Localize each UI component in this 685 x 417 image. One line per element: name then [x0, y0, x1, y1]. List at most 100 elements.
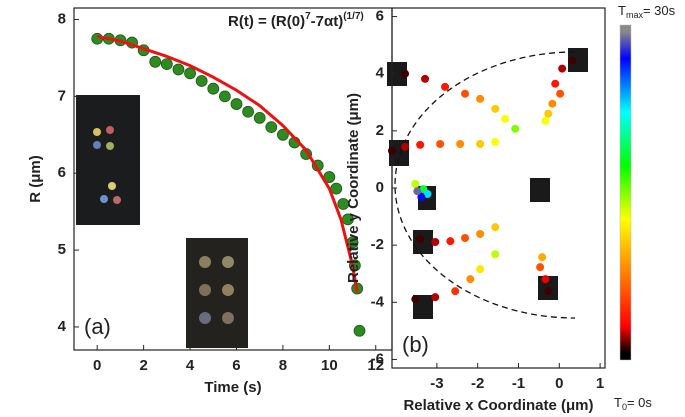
colorbar-label: T0= 0s — [614, 395, 652, 412]
point — [558, 64, 567, 73]
point — [544, 109, 553, 118]
point — [411, 295, 420, 304]
y-tick-label: 4 — [376, 65, 385, 82]
point — [417, 193, 426, 202]
formula-part: 7 — [305, 11, 311, 22]
point — [491, 223, 500, 232]
y-tick-label: -2 — [371, 236, 384, 253]
point — [436, 140, 445, 148]
point — [476, 94, 485, 103]
point — [491, 138, 500, 146]
point — [253, 112, 266, 124]
y-tick-label: 4 — [58, 318, 67, 335]
x-tick-label: 6 — [232, 357, 240, 374]
point — [556, 89, 565, 98]
colorbar-label-part: = 0s — [627, 395, 652, 410]
point — [172, 63, 185, 76]
point — [568, 56, 577, 65]
point — [149, 55, 162, 68]
colorbar-label-part: = 30s — [643, 3, 676, 18]
y-tick-label: 2 — [376, 122, 384, 139]
point — [541, 275, 550, 284]
point — [548, 99, 557, 108]
point — [431, 293, 440, 302]
point — [265, 121, 278, 134]
point — [461, 234, 470, 242]
point — [466, 275, 475, 284]
x-tick-label: 8 — [279, 357, 287, 374]
point — [207, 82, 220, 95]
point — [337, 198, 350, 210]
y-tick-label: 6 — [58, 164, 66, 181]
point — [476, 140, 485, 148]
x-tick-label: -1 — [512, 375, 525, 392]
panel-label: (a) — [84, 314, 111, 339]
y-tick-label: 0 — [376, 179, 384, 196]
point — [476, 265, 485, 274]
point — [491, 104, 500, 113]
point — [491, 250, 500, 259]
x-tick-label: -2 — [471, 375, 484, 392]
colorbar-label-part: 0 — [622, 402, 627, 412]
point — [411, 180, 420, 188]
x-tick-label: 1 — [596, 375, 604, 392]
point — [511, 124, 520, 133]
x-tick-label: 2 — [139, 357, 147, 374]
point — [538, 253, 547, 262]
y-tick-label: 5 — [58, 241, 66, 258]
point — [451, 287, 460, 296]
point — [423, 190, 432, 198]
x-tick-label: 10 — [321, 357, 338, 374]
point — [413, 187, 422, 196]
y-tick-label: 6 — [376, 8, 384, 25]
point — [501, 114, 510, 123]
x-axis-label: Relative x Coordinate (μm) — [403, 397, 593, 414]
point — [242, 105, 254, 118]
formula-part: (1/7) — [343, 11, 364, 22]
x-tick-label: 4 — [186, 357, 195, 374]
point — [416, 140, 425, 149]
inset-images — [76, 48, 588, 348]
formula: R(t) = (R(0)7-7αt)(1/7) — [228, 11, 364, 30]
y-tick-label: -4 — [371, 293, 385, 310]
point — [218, 90, 231, 103]
panel-label: (b) — [402, 332, 429, 357]
y-tick-label: 8 — [58, 10, 66, 27]
dashed-arc — [394, 51, 576, 319]
point — [441, 82, 450, 91]
point — [541, 116, 550, 125]
fit-line — [96, 34, 359, 293]
colorbar-label-part: T — [614, 395, 622, 410]
x-tick-label: 12 — [367, 357, 384, 374]
point — [456, 140, 465, 148]
point — [401, 69, 410, 78]
formula-part: R(t) = (R(0) — [228, 13, 305, 30]
point — [230, 98, 243, 110]
colorbar — [619, 24, 632, 361]
x-tick-label: -3 — [430, 375, 443, 392]
point — [461, 89, 470, 98]
point — [353, 324, 366, 337]
point — [421, 74, 430, 83]
y-axis-label: Relative y Coordinate (μm) — [345, 93, 362, 283]
point — [544, 287, 553, 296]
point — [476, 230, 485, 238]
colorbar-label-part: T — [618, 3, 626, 18]
point — [184, 67, 196, 80]
point — [401, 142, 410, 151]
point — [160, 58, 173, 71]
colorbar-label: Tmax= 30s — [618, 3, 676, 20]
point — [431, 238, 440, 246]
point — [195, 75, 208, 87]
colorbar-label-part: max — [626, 10, 644, 20]
formula-part: -7αt) — [311, 13, 344, 30]
point — [536, 263, 545, 272]
point — [416, 235, 425, 244]
x-axis-label: Time (s) — [204, 379, 261, 396]
y-axis-label: R (μm) — [27, 155, 44, 203]
x-tick-label: 0 — [555, 375, 563, 392]
point — [551, 79, 560, 88]
point — [277, 128, 289, 141]
y-tick-label: -6 — [371, 350, 384, 367]
